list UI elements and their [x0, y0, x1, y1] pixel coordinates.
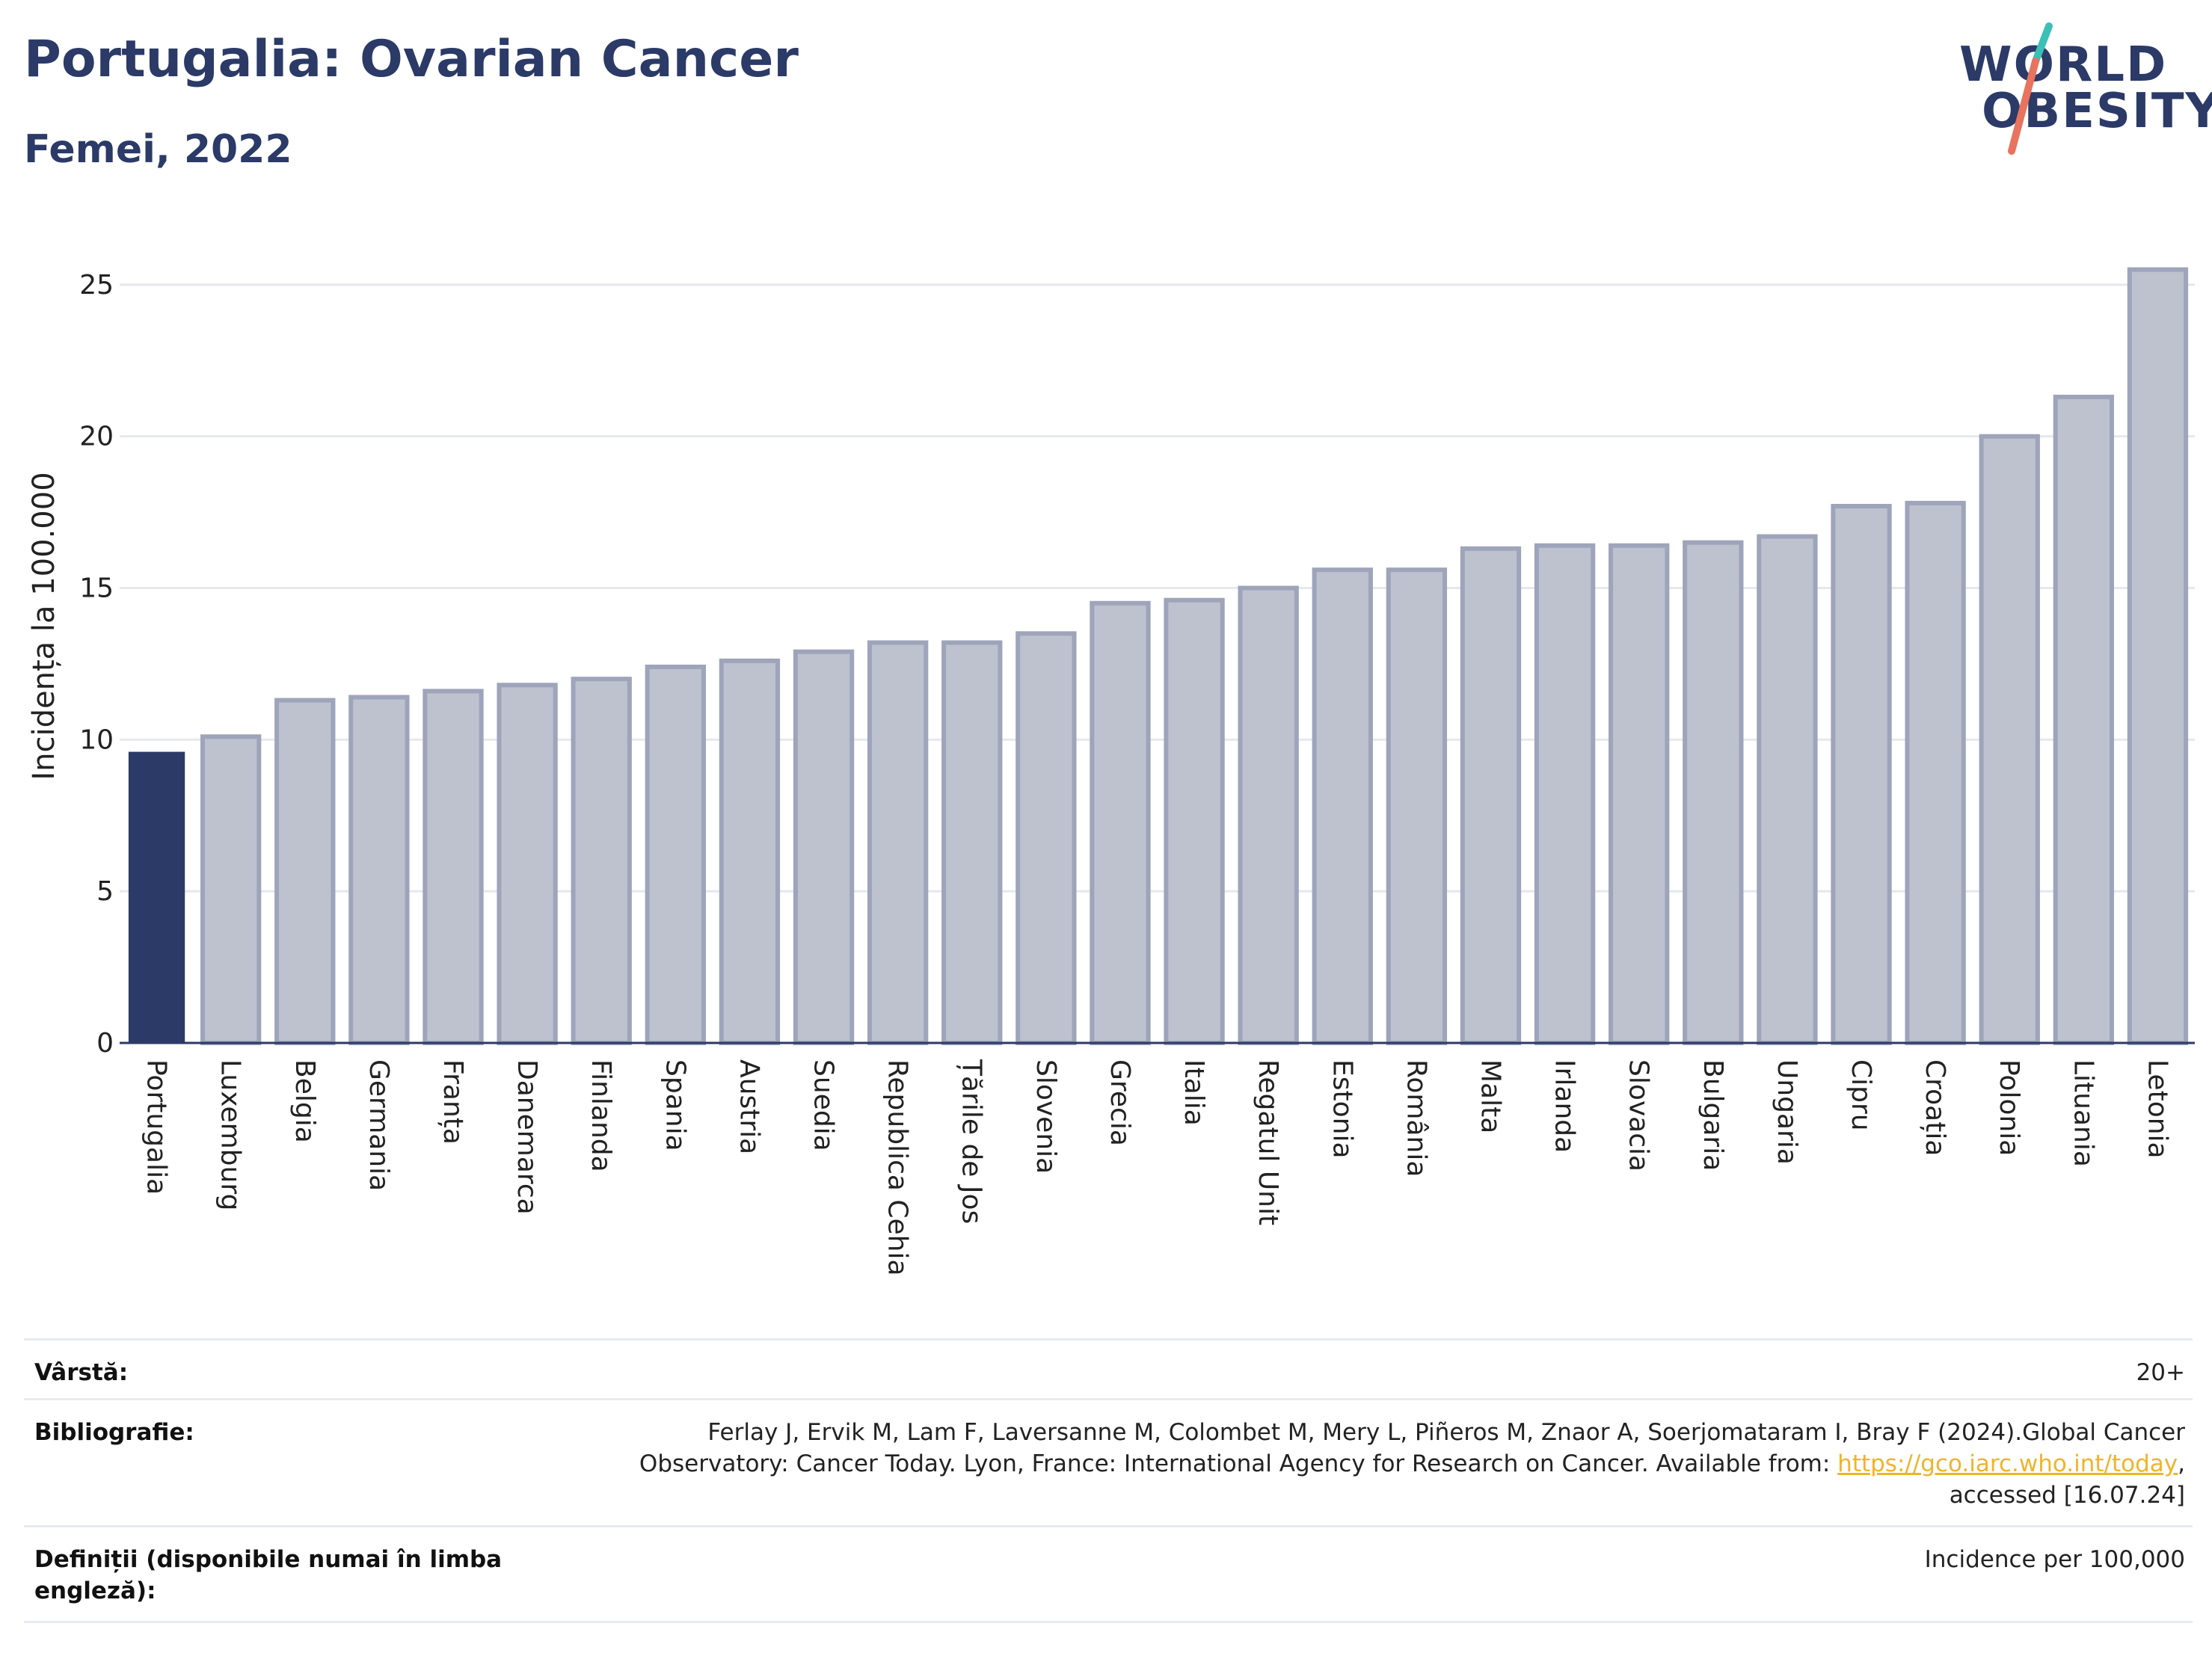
x-tick-label: Malta — [1475, 1059, 1505, 1133]
x-tick-label: Suedia — [808, 1059, 839, 1151]
x-tick-label: Țările de Jos — [956, 1059, 987, 1224]
footer-row-bibliography: Bibliografie: Ferlay J, Ervik M, Lam F, … — [24, 1398, 2193, 1527]
logo-slash-icon — [2008, 22, 2053, 155]
bibliography-line-2-text: Observatory: Cancer Today. Lyon, France:… — [639, 1450, 1838, 1477]
x-tick-label: Croația — [1920, 1059, 1950, 1156]
bar — [1460, 546, 1522, 1045]
bar — [497, 683, 558, 1045]
y-axis-label: Incidența la 100.000 — [27, 472, 61, 780]
x-tick-label: Letonia — [2142, 1059, 2172, 1159]
definitions-label-line-1: Definiții (disponibile numai în limba — [34, 1546, 503, 1573]
bar — [571, 677, 632, 1045]
x-tick-label: Finlanda — [586, 1059, 616, 1172]
bibliography-link[interactable]: https://gco.iarc.who.int/today — [1837, 1450, 2178, 1477]
world-obesity-logo: WORLD OBESITY — [1952, 22, 2212, 157]
footer-row-age: Vârstă: 20+ — [24, 1338, 2193, 1400]
bar — [1757, 534, 1818, 1045]
bar — [2053, 394, 2114, 1045]
x-tick-label: Belgia — [289, 1059, 320, 1143]
bar — [1090, 600, 1151, 1045]
y-tick-label: 10 — [79, 724, 114, 755]
bar — [128, 751, 185, 1043]
x-tick-label: Austria — [734, 1059, 764, 1154]
x-tick-label: Grecia — [1105, 1059, 1135, 1146]
bar — [1979, 434, 2040, 1045]
definitions-label: Definiții (disponibile numai în limba en… — [34, 1544, 502, 1607]
x-tick-label: Regatul Unit — [1253, 1059, 1283, 1225]
bar — [1238, 585, 1299, 1045]
definitions-label-line-2: engleză): — [34, 1577, 156, 1604]
x-tick-label: Irlanda — [1549, 1059, 1580, 1153]
x-tick-label: Italia — [1179, 1059, 1209, 1126]
x-tick-label: Republica Cehia — [882, 1059, 913, 1276]
bibliography-line-2: Observatory: Cancer Today. Lyon, France:… — [639, 1448, 2185, 1480]
x-tick-label: Franța — [437, 1059, 468, 1145]
chart-title: Portugalia: Ovarian Cancer — [24, 30, 799, 89]
bibliography-label: Bibliografie: — [34, 1419, 194, 1446]
bar-chart: 0 5 10 15 20 25 Incidența la 100.000 Portugalia… — [27, 267, 2195, 1276]
bar — [1609, 543, 1670, 1045]
bibliography-line-1: Ferlay J, Ervik M, Lam F, Laversanne M, … — [707, 1419, 2185, 1446]
x-tick-label: Germania — [363, 1059, 394, 1191]
bar — [1164, 597, 1225, 1045]
y-tick-label: 20 — [79, 422, 114, 452]
y-tick-label: 0 — [96, 1028, 114, 1059]
x-tick-label: Cipru — [1846, 1059, 1876, 1131]
x-tick-label: Estonia — [1327, 1059, 1357, 1159]
x-tick-label: Slovenia — [1030, 1059, 1061, 1174]
x-tick-label: Slovacia — [1623, 1059, 1654, 1172]
x-tick-label: Danemarca — [511, 1059, 542, 1215]
bar — [793, 649, 855, 1045]
x-tick-label: Ungaria — [1772, 1059, 1802, 1165]
bar — [348, 695, 410, 1045]
bibliography-line-2-comma: , — [2178, 1450, 2185, 1477]
x-tick-label: Spania — [660, 1059, 690, 1151]
x-tick-label: Luxemburg — [215, 1059, 246, 1210]
logo-line-1: WORLD — [1959, 37, 2168, 93]
bar — [200, 734, 262, 1045]
bar — [1312, 567, 1373, 1045]
bar — [1534, 543, 1596, 1045]
bar — [1831, 503, 1892, 1045]
x-tick-label: Portugalia — [141, 1059, 172, 1195]
bar — [719, 658, 781, 1045]
age-value: 20+ — [2136, 1359, 2185, 1386]
bar — [423, 689, 484, 1045]
bibliography-text: Ferlay J, Ervik M, Lam F, Laversanne M, … — [639, 1417, 2185, 1511]
x-tick-label: Polonia — [1994, 1059, 2024, 1156]
y-tick-label: 15 — [79, 573, 114, 604]
bibliography-line-3: accessed [16.07.24] — [1949, 1482, 2185, 1509]
bar — [645, 664, 706, 1045]
bar — [867, 640, 929, 1045]
definitions-value: Incidence per 100,000 — [1924, 1546, 2185, 1573]
bar — [1683, 540, 1744, 1045]
footer-row-definitions: Definiții (disponibile numai în limba en… — [24, 1525, 2193, 1623]
chart-subtitle: Femei, 2022 — [24, 127, 292, 172]
x-tick-label: Bulgaria — [1698, 1059, 1728, 1171]
y-tick-label: 5 — [96, 876, 114, 907]
y-tick-label: 25 — [79, 270, 114, 301]
bar — [1016, 631, 1077, 1045]
bar — [274, 698, 336, 1045]
bar — [941, 640, 1003, 1045]
x-tick-label: România — [1401, 1059, 1431, 1177]
age-label: Vârstă: — [34, 1359, 129, 1386]
bar — [2127, 267, 2189, 1045]
bar — [1386, 567, 1448, 1045]
x-tick-label: Lituania — [2068, 1059, 2098, 1167]
bar — [1905, 500, 1966, 1045]
